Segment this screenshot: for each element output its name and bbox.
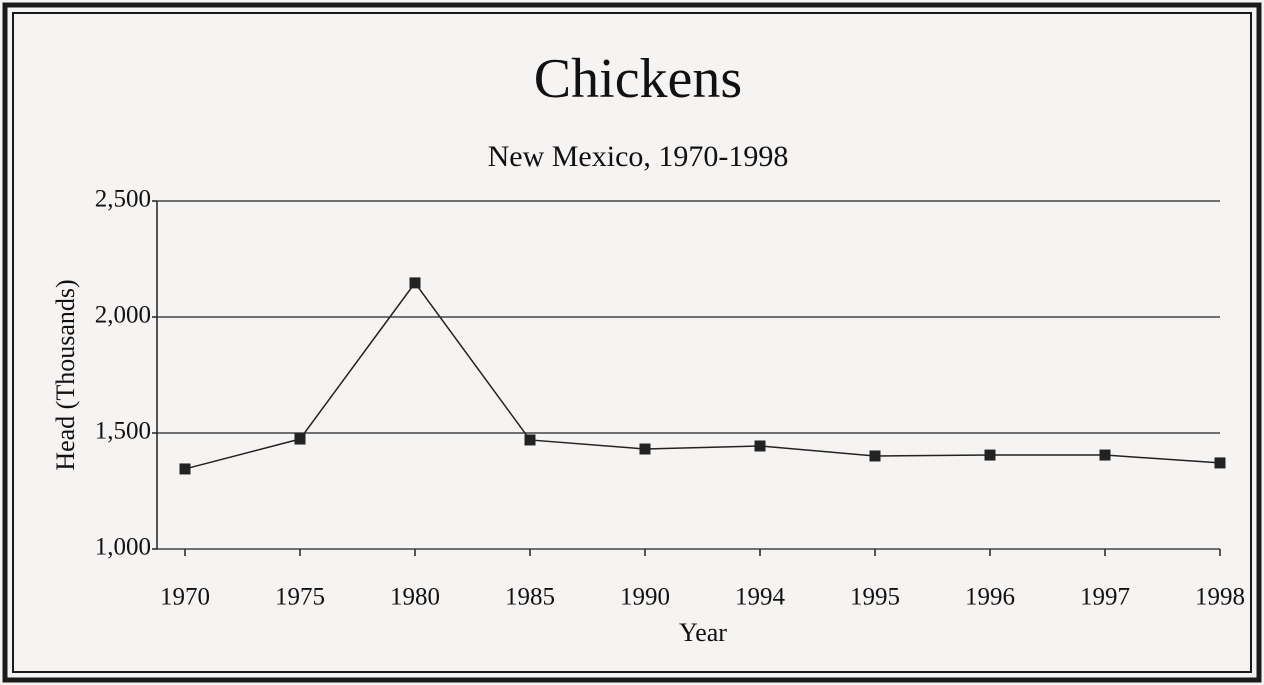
x-tick-label: 1998	[1195, 584, 1245, 611]
data-point	[754, 440, 766, 452]
data-line	[184, 281, 1221, 470]
inner-frame	[12, 12, 1252, 673]
data-point	[984, 449, 996, 461]
x-tick-label: 1975	[275, 584, 325, 611]
data-point	[409, 277, 421, 289]
data-point	[869, 450, 881, 462]
chart-subtitle: New Mexico, 1970-1998	[488, 140, 789, 173]
y-tick-label: 1,500	[95, 418, 151, 445]
x-tick-label: 1994	[735, 584, 786, 611]
x-tick-label: 1995	[850, 584, 900, 611]
x-tick-label: 1996	[965, 584, 1015, 611]
y-tick-label: 1,000	[95, 534, 151, 561]
x-tick-label: 1997	[1080, 584, 1130, 611]
data-point	[1099, 449, 1111, 461]
x-tick-label: 1990	[620, 584, 670, 611]
y-tick-label: 2,500	[95, 186, 151, 213]
chart-title: Chickens	[534, 48, 742, 110]
data-point	[294, 433, 306, 445]
y-tick-label: 2,000	[95, 302, 151, 329]
x-axis-label: Year	[679, 618, 727, 647]
x-tick-label: 1985	[505, 584, 555, 611]
data-point	[524, 434, 536, 446]
data-point	[179, 463, 191, 475]
x-tick-label: 1980	[390, 584, 440, 611]
y-axis-label: Head (Thousands)	[51, 279, 80, 470]
x-tick-label: 1970	[160, 584, 210, 611]
data-point	[1214, 457, 1226, 469]
data-point	[639, 443, 651, 455]
